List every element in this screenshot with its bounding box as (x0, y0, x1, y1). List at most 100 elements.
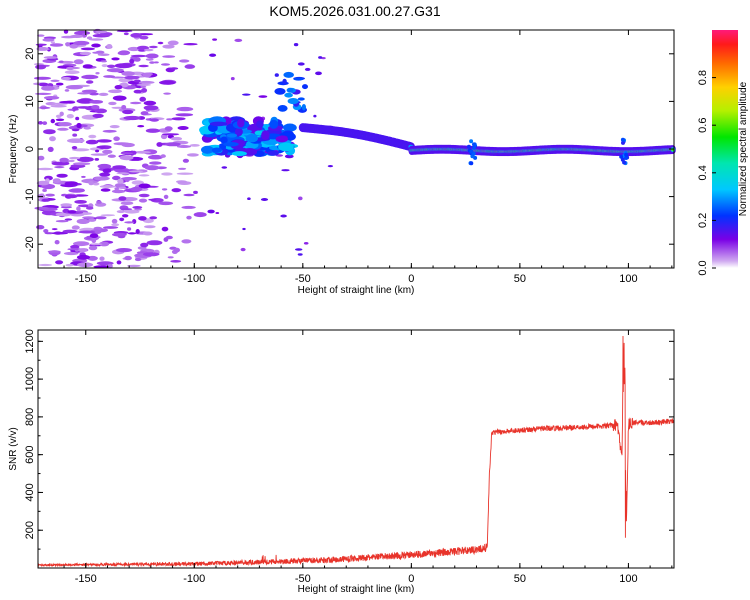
noise-speckle (163, 92, 172, 95)
noise-speckle (78, 230, 96, 234)
noise-speckle (77, 262, 94, 268)
noise-speckle (111, 57, 120, 61)
noise-speckle (73, 162, 91, 166)
noise-speckle (313, 114, 317, 118)
noise-speckle (71, 146, 78, 150)
burst-blob (466, 144, 471, 149)
noise-speckle (132, 206, 143, 209)
noise-speckle (133, 89, 142, 94)
cluster-blob (301, 104, 306, 111)
noise-speckle (35, 43, 47, 46)
noise-speckle (97, 53, 110, 56)
cluster-blob (284, 92, 293, 98)
noise-speckle (94, 176, 110, 181)
noise-speckle (258, 95, 268, 98)
noise-speckle (75, 116, 80, 121)
noise-speckle (55, 82, 64, 86)
cluster-blob (278, 142, 294, 152)
noise-speckle (86, 235, 91, 240)
noise-speckle (96, 145, 106, 149)
noise-speckle (54, 166, 65, 169)
noise-speckle (89, 229, 102, 235)
noise-speckle (112, 175, 121, 181)
noise-speckle (298, 196, 303, 201)
noise-speckle (95, 216, 107, 220)
noise-speckle (121, 105, 127, 110)
noise-speckle (145, 53, 159, 59)
noise-speckle (95, 50, 105, 54)
spectrogram-y-axis-title: Frequency (Hz) (8, 115, 19, 184)
noise-speckle (102, 168, 112, 173)
cluster-blob (231, 151, 247, 157)
noise-speckle (127, 264, 141, 268)
noise-speckle (80, 47, 95, 51)
noise-speckle (116, 172, 130, 175)
noise-speckle (138, 216, 147, 221)
snr-y-tick-label: 800 (24, 408, 36, 426)
noise-speckle (123, 115, 141, 121)
noise-speckle (162, 133, 180, 136)
noise-speckle (161, 172, 173, 176)
noise-speckle (130, 101, 142, 105)
noise-speckle (129, 58, 135, 64)
noise-speckle (115, 248, 133, 253)
cluster-blob (269, 119, 279, 129)
noise-speckle (69, 44, 79, 49)
colorbar-tick-label: 0.0 (697, 260, 709, 275)
noise-speckle (102, 149, 113, 154)
noise-speckle (88, 181, 94, 186)
cluster-blob (283, 123, 297, 132)
noise-speckle (157, 41, 164, 45)
noise-speckle (78, 248, 88, 253)
noise-speckle (99, 241, 110, 247)
cluster-blob (267, 150, 279, 156)
noise-speckle (65, 85, 83, 90)
noise-speckle (133, 57, 141, 62)
noise-speckle (315, 71, 322, 76)
noise-speckle (106, 68, 124, 73)
noise-speckle (88, 245, 98, 251)
noise-speckle (89, 100, 104, 104)
noise-speckle (82, 64, 93, 69)
noise-speckle (144, 165, 160, 171)
burst-blob (619, 154, 624, 159)
noise-speckle (327, 165, 334, 168)
noise-speckle (127, 232, 137, 235)
noise-speckle (37, 167, 54, 171)
colorbar-gradient (712, 30, 738, 268)
noise-speckle (38, 263, 53, 267)
spectrogram-y-tick-label: 20 (24, 48, 36, 60)
cluster-blob (226, 133, 238, 138)
noise-speckle (118, 186, 127, 189)
noise-speckle (153, 61, 159, 64)
noise-speckle (36, 46, 49, 51)
noise-speckle (93, 265, 110, 269)
noise-speckle (71, 225, 80, 230)
burst-blob (469, 149, 474, 154)
noise-speckle (55, 118, 65, 122)
noise-speckle (52, 178, 61, 184)
noise-speckle (82, 216, 95, 219)
noise-speckle (99, 172, 111, 177)
noise-speckle (149, 45, 158, 49)
noise-speckle (47, 146, 54, 152)
noise-speckle (112, 95, 127, 101)
noise-speckle (183, 193, 195, 197)
noise-speckle (149, 61, 155, 64)
noise-speckle (137, 125, 145, 128)
snr-x-tick-label: -150 (75, 573, 97, 585)
noise-speckle (162, 55, 176, 58)
cluster-blob (275, 135, 288, 143)
noise-speckle (92, 182, 100, 186)
noise-speckle (86, 206, 94, 210)
noise-speckle (90, 153, 109, 156)
noise-speckle (70, 244, 80, 249)
noise-speckle (56, 173, 68, 178)
noise-speckle (123, 32, 129, 36)
noise-speckle (181, 239, 192, 244)
noise-speckle (141, 88, 148, 93)
noise-speckle (87, 218, 97, 222)
noise-speckle (163, 194, 169, 199)
noise-speckle (42, 188, 47, 192)
